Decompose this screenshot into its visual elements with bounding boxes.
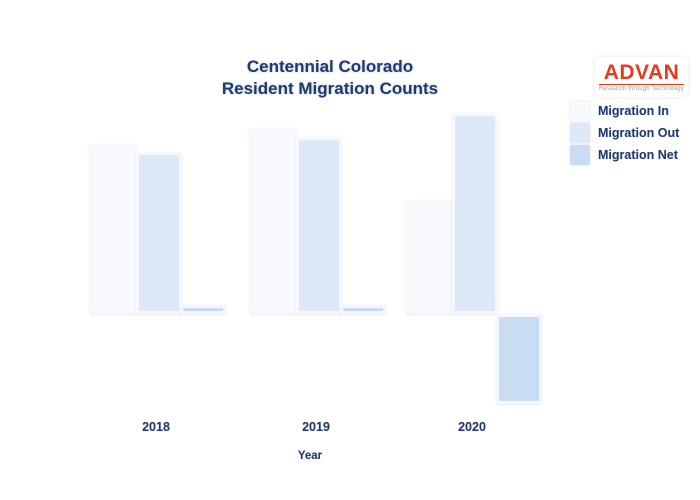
advan-logo-text: ADVAN — [603, 61, 680, 84]
legend-item-migration-net: Migration Net — [570, 144, 679, 166]
bar-migration-net-2018 — [180, 305, 226, 314]
legend-swatch-icon — [570, 101, 590, 121]
bar-migration-in-2018 — [90, 144, 136, 314]
x-axis-title: Year — [297, 450, 323, 462]
bar-migration-out-2020 — [452, 113, 498, 314]
legend-item-label: Migration Out — [598, 126, 680, 140]
bar-migration-in-2020 — [406, 200, 452, 314]
legend-swatch-icon — [570, 123, 590, 143]
legend-item-migration-in: Migration In — [570, 100, 679, 122]
bar-migration-net-2019 — [340, 305, 386, 314]
bar-migration-out-2018 — [136, 152, 182, 314]
x-tick-label-2019: 2019 — [302, 420, 330, 434]
bar-migration-net-2020 — [496, 314, 542, 404]
chart-legend: Migration In Migration Out Migration Net — [570, 100, 679, 166]
chart-title: Centennial Colorado Resident Migration C… — [170, 56, 490, 100]
x-tick-label-2018: 2018 — [142, 420, 170, 434]
legend-item-migration-out: Migration Out — [570, 122, 679, 144]
legend-item-label: Migration Net — [598, 148, 678, 162]
bar-migration-out-2019 — [296, 137, 342, 314]
bar-migration-in-2019 — [250, 128, 296, 314]
legend-item-label: Migration In — [598, 104, 669, 118]
x-tick-label-2020: 2020 — [458, 420, 486, 434]
chart-title-line2: Resident Migration Counts — [221, 79, 439, 98]
chart-title-line1: Centennial Colorado — [246, 57, 414, 76]
legend-swatch-icon — [570, 145, 590, 165]
advan-logo-tagline: Research through Technology — [598, 84, 684, 92]
advan-logo: ADVAN Research through Technology — [595, 57, 688, 97]
